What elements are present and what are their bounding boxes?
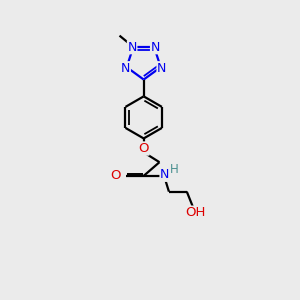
Text: H: H <box>170 164 178 176</box>
Text: N: N <box>160 168 169 181</box>
Text: O: O <box>138 142 149 155</box>
Text: N: N <box>121 62 130 75</box>
Text: N: N <box>151 41 160 54</box>
Text: N: N <box>128 41 137 54</box>
Text: O: O <box>111 169 121 182</box>
Text: N: N <box>157 62 167 75</box>
Text: OH: OH <box>185 206 206 219</box>
